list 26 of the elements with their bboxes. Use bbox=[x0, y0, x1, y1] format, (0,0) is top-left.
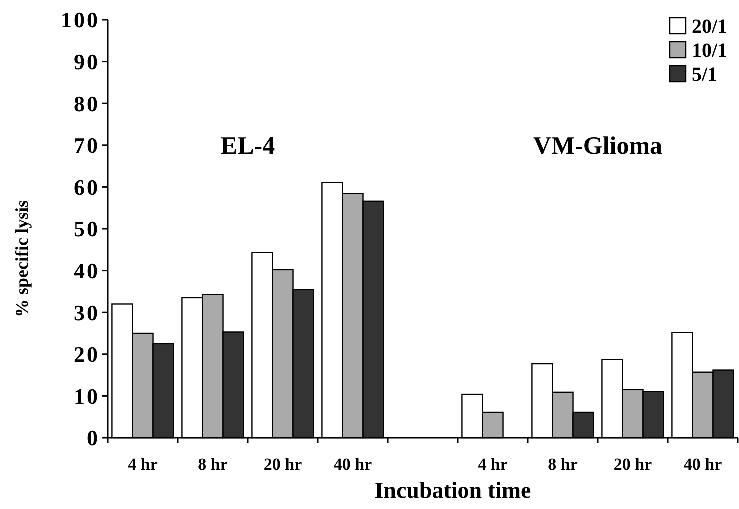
x-tick-label: 40 hr bbox=[334, 455, 373, 474]
legend-label: 20/1 bbox=[692, 16, 728, 38]
x-tick-label: 20 hr bbox=[264, 455, 303, 474]
x-tick-label: 20 hr bbox=[614, 455, 653, 474]
legend-label: 10/1 bbox=[692, 40, 728, 62]
x-tick-label: 4 hr bbox=[478, 455, 508, 474]
annotation: VM-Glioma bbox=[533, 133, 664, 160]
y-tick-label: 30 bbox=[74, 300, 100, 326]
annotation: EL-4 bbox=[220, 133, 276, 160]
y-tick-label: 90 bbox=[74, 50, 100, 74]
x-tick-label: 8 hr bbox=[198, 455, 228, 474]
y-tick-label: 10 bbox=[74, 384, 100, 409]
legend-label: 5/1 bbox=[692, 64, 718, 86]
y-tick-label: 40 bbox=[74, 258, 100, 284]
y-tick-label: 60 bbox=[74, 174, 100, 200]
y-tick-label: 100 bbox=[61, 8, 100, 33]
x-tick-label: 4 hr bbox=[128, 455, 158, 474]
y-tick-label: 20 bbox=[74, 342, 100, 368]
y-tick-label: 80 bbox=[74, 91, 100, 116]
x-axis-title: Incubation time bbox=[374, 478, 532, 503]
x-tick-label: 8 hr bbox=[548, 455, 578, 474]
y-tick-label: 70 bbox=[74, 133, 100, 158]
x-tick-label: 40 hr bbox=[684, 455, 723, 474]
y-tick-label: 0 bbox=[87, 426, 100, 451]
y-tick-label: 50 bbox=[74, 216, 100, 242]
y-axis-title: % specific lysis bbox=[12, 200, 32, 318]
